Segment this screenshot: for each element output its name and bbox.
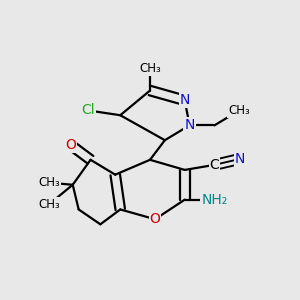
Text: O: O: [150, 212, 160, 226]
Text: CH₃: CH₃: [38, 198, 60, 211]
Text: NH₂: NH₂: [201, 193, 228, 207]
Text: C: C: [210, 158, 219, 172]
Text: CH₃: CH₃: [228, 104, 250, 117]
Text: N: N: [184, 118, 195, 132]
Text: CH₃: CH₃: [38, 176, 60, 189]
Text: CH₃: CH₃: [139, 62, 161, 75]
Text: Cl: Cl: [82, 103, 95, 118]
Text: N: N: [235, 152, 245, 166]
Text: O: O: [65, 138, 76, 152]
Text: N: N: [180, 93, 190, 107]
